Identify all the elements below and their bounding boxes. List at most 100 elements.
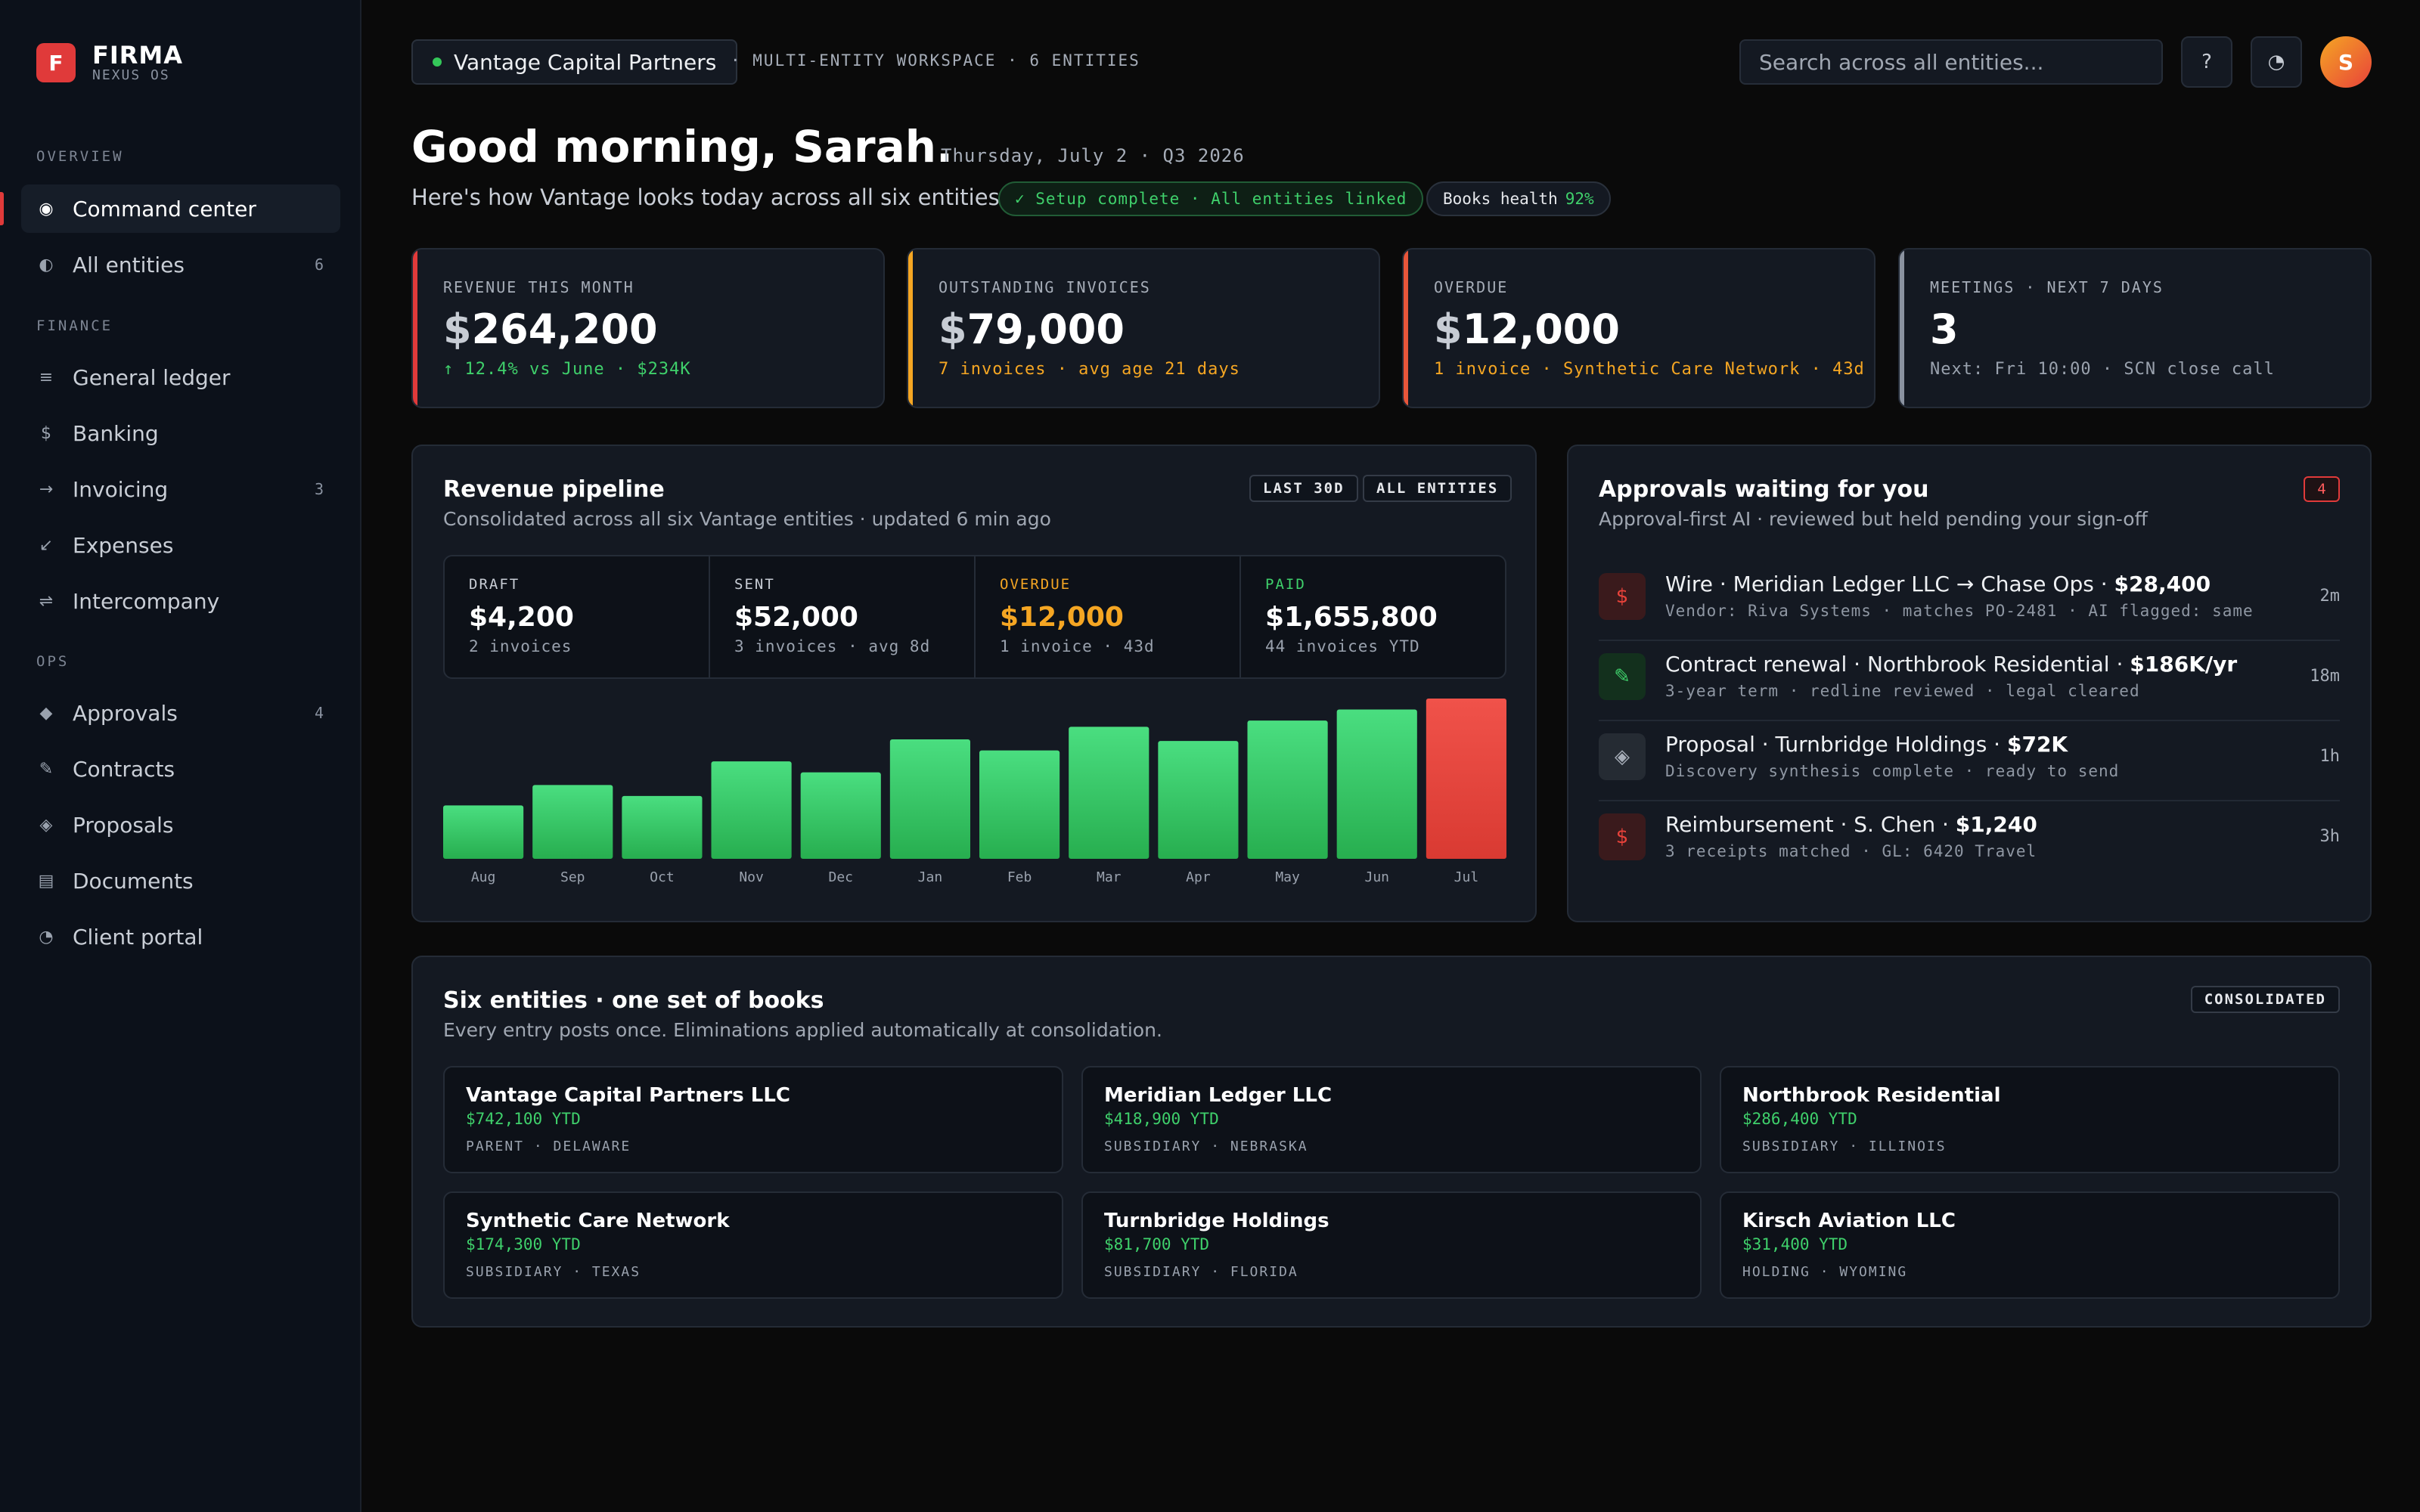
scope-filter-tag[interactable]: ALL ENTITIES [1363,475,1512,502]
approval-meta: 3-year term · redline reviewed · legal c… [1665,682,2140,700]
proposal-icon: ◈ [1599,733,1646,780]
sidebar-item-client-portal[interactable]: ◔ Client portal [21,912,340,961]
stage-label: DRAFT [469,576,520,593]
sidebar-item-all-entities[interactable]: ◐ All entities 6 [21,240,340,289]
approval-item[interactable]: $ Wire · Meridian Ledger LLC → Chase Ops… [1599,561,2340,641]
stage-value: $12,000 [1000,602,1124,633]
approval-item[interactable]: ◈ Proposal · Turnbridge Holdings · $72K … [1599,721,2340,801]
proposal-icon: ◈ [39,815,53,835]
chart-bar-jun[interactable] [1336,709,1417,859]
sidebar-item-count: 6 [314,256,324,274]
entity-card[interactable]: Northbrook Residential $286,400 YTD SUBS… [1720,1066,2340,1173]
kpi-value: 264,200 [471,305,658,353]
kpi-footnote: ↑ 12.4% vs June · $234K [443,360,691,379]
sidebar-item-contracts[interactable]: ✎ Contracts [21,745,340,793]
portal-icon: ◔ [39,927,54,947]
chart-bar-jul[interactable] [1426,699,1506,859]
chart-bar-aug[interactable] [443,805,524,859]
avatar[interactable]: S [2320,36,2372,88]
chart-bar-jan[interactable] [889,739,970,859]
sidebar-item-label: Approvals [73,700,178,726]
entity-ytd: $31,400 YTD [1742,1235,1848,1253]
document-icon: ▤ [38,871,54,891]
chart-tick-label: May [1275,869,1300,885]
nav-section-ops: OPS [36,653,70,670]
stage-overdue[interactable]: OVERDUE $12,000 1 invoice · 43d [976,556,1241,677]
approval-meta: Discovery synthesis complete · ready to … [1665,762,2120,780]
sidebar-item-command-center[interactable]: ◉ Command center [21,184,340,233]
chart-bar-apr[interactable] [1158,741,1239,859]
chart-bar-oct[interactable] [622,795,703,859]
status-dot [433,57,442,67]
kpi-accent [1900,249,1904,407]
stage-sent[interactable]: SENT $52,000 3 invoices · avg 8d [710,556,976,677]
diamond-icon: ◆ [39,703,53,723]
kpi-accent [908,249,913,407]
sidebar-item-proposals[interactable]: ◈ Proposals [21,801,340,849]
sidebar-item-banking[interactable]: $ Banking [21,409,340,457]
chart-bar-sep[interactable] [532,785,613,859]
workspace-name: Vantage Capital Partners [454,49,717,75]
kpi-label: OVERDUE [1434,278,1509,296]
sidebar-item-approvals[interactable]: ◆ Approvals 4 [21,689,340,737]
chart-tick-label: Jan [918,869,943,885]
sidebar-item-general-ledger[interactable]: ≡ General ledger [21,353,340,401]
help-button[interactable]: ? [2181,36,2232,88]
period-filter-tag[interactable]: LAST 30D [1249,475,1358,502]
entity-type: HOLDING · WYOMING [1742,1264,1908,1280]
approval-time: 3h [2319,827,2341,846]
approval-title: Reimbursement · S. Chen · $1,240 [1665,812,2037,837]
kpi-footnote: 1 invoice · Synthetic Care Network · 43d [1434,360,1865,379]
chart-bar-mar[interactable] [1069,727,1150,859]
chart-tick-label: Apr [1186,869,1211,885]
stage-sub: 2 invoices [469,637,572,655]
sidebar-item-label: Expenses [73,532,174,558]
entity-card[interactable]: Meridian Ledger LLC $418,900 YTD SUBSIDI… [1081,1066,1702,1173]
stage-draft[interactable]: DRAFT $4,200 2 invoices [445,556,710,677]
search-input[interactable]: Search across all entities... [1739,39,2163,85]
sidebar-item-expenses[interactable]: ↙ Expenses [21,521,340,569]
brand-subtitle: NEXUS OS [92,67,170,83]
theme-toggle-button[interactable]: ◔ [2251,36,2302,88]
entity-name: Vantage Capital Partners LLC [466,1084,790,1107]
approval-meta: Vendor: Riva Systems · matches PO-2481 ·… [1665,602,2254,620]
kpi-label: OUTSTANDING INVOICES [939,278,1151,296]
approval-item[interactable]: ✎ Contract renewal · Northbrook Resident… [1599,641,2340,721]
chart-tick-label: Jul [1454,869,1479,885]
kpi-card-overdue[interactable]: OVERDUE $12,000 1 invoice · Synthetic Ca… [1402,248,1876,408]
chart-bar-feb[interactable] [979,750,1060,859]
chart-bar-may[interactable] [1247,720,1328,859]
dollar-icon: $ [41,423,51,443]
kpi-card-outstanding[interactable]: OUTSTANDING INVOICES $79,000 7 invoices … [907,248,1380,408]
page-title: Good morning, Sarah. [411,121,954,172]
entity-card[interactable]: Synthetic Care Network $174,300 YTD SUBS… [443,1191,1063,1299]
chart-bar-nov[interactable] [711,761,792,859]
swap-icon: ⇌ [39,591,54,611]
brand[interactable]: F FIRMA NEXUS OS [36,42,183,83]
approval-item[interactable]: $ Reimbursement · S. Chen · $1,240 3 rec… [1599,801,2340,881]
entity-card[interactable]: Kirsch Aviation LLC $31,400 YTD HOLDING … [1720,1191,2340,1299]
sidebar-item-documents[interactable]: ▤ Documents [21,857,340,905]
chart-bar-dec[interactable] [800,772,881,859]
kpi-card-meetings[interactable]: MEETINGS · NEXT 7 DAYS 3 Next: Fri 10:00… [1898,248,2372,408]
workspace-meta: · MULTI-ENTITY WORKSPACE · 6 ENTITIES [731,51,1140,70]
books-health-label: Books health [1443,190,1558,208]
kpi-card-revenue[interactable]: REVENUE THIS MONTH $264,200 ↑ 12.4% vs J… [411,248,885,408]
active-indicator [0,192,4,225]
kpi-footnote: 7 invoices · avg age 21 days [939,360,1240,379]
approval-title: Contract renewal · Northbrook Residentia… [1665,652,2238,677]
chart-tick-label: Sep [560,869,585,885]
stage-label: PAID [1265,576,1306,593]
entities-panel: Six entities · one set of books Every en… [411,956,2372,1328]
stage-paid[interactable]: PAID $1,655,800 44 invoices YTD [1241,556,1505,677]
entity-card[interactable]: Turnbridge Holdings $81,700 YTD SUBSIDIA… [1081,1191,1702,1299]
panel-subtitle: Approval-first AI · reviewed but held pe… [1599,508,2148,530]
entity-name: Meridian Ledger LLC [1104,1084,1333,1107]
workspace-switcher[interactable]: Vantage Capital Partners [411,39,738,85]
stage-sub: 3 invoices · avg 8d [734,637,931,655]
sidebar-item-invoicing[interactable]: → Invoicing 3 [21,465,340,513]
sidebar-item-intercompany[interactable]: ⇌ Intercompany [21,577,340,625]
sidebar-item-label: Proposals [73,812,174,838]
entity-card[interactable]: Vantage Capital Partners LLC $742,100 YT… [443,1066,1063,1173]
pencil-icon: ✎ [39,759,54,779]
